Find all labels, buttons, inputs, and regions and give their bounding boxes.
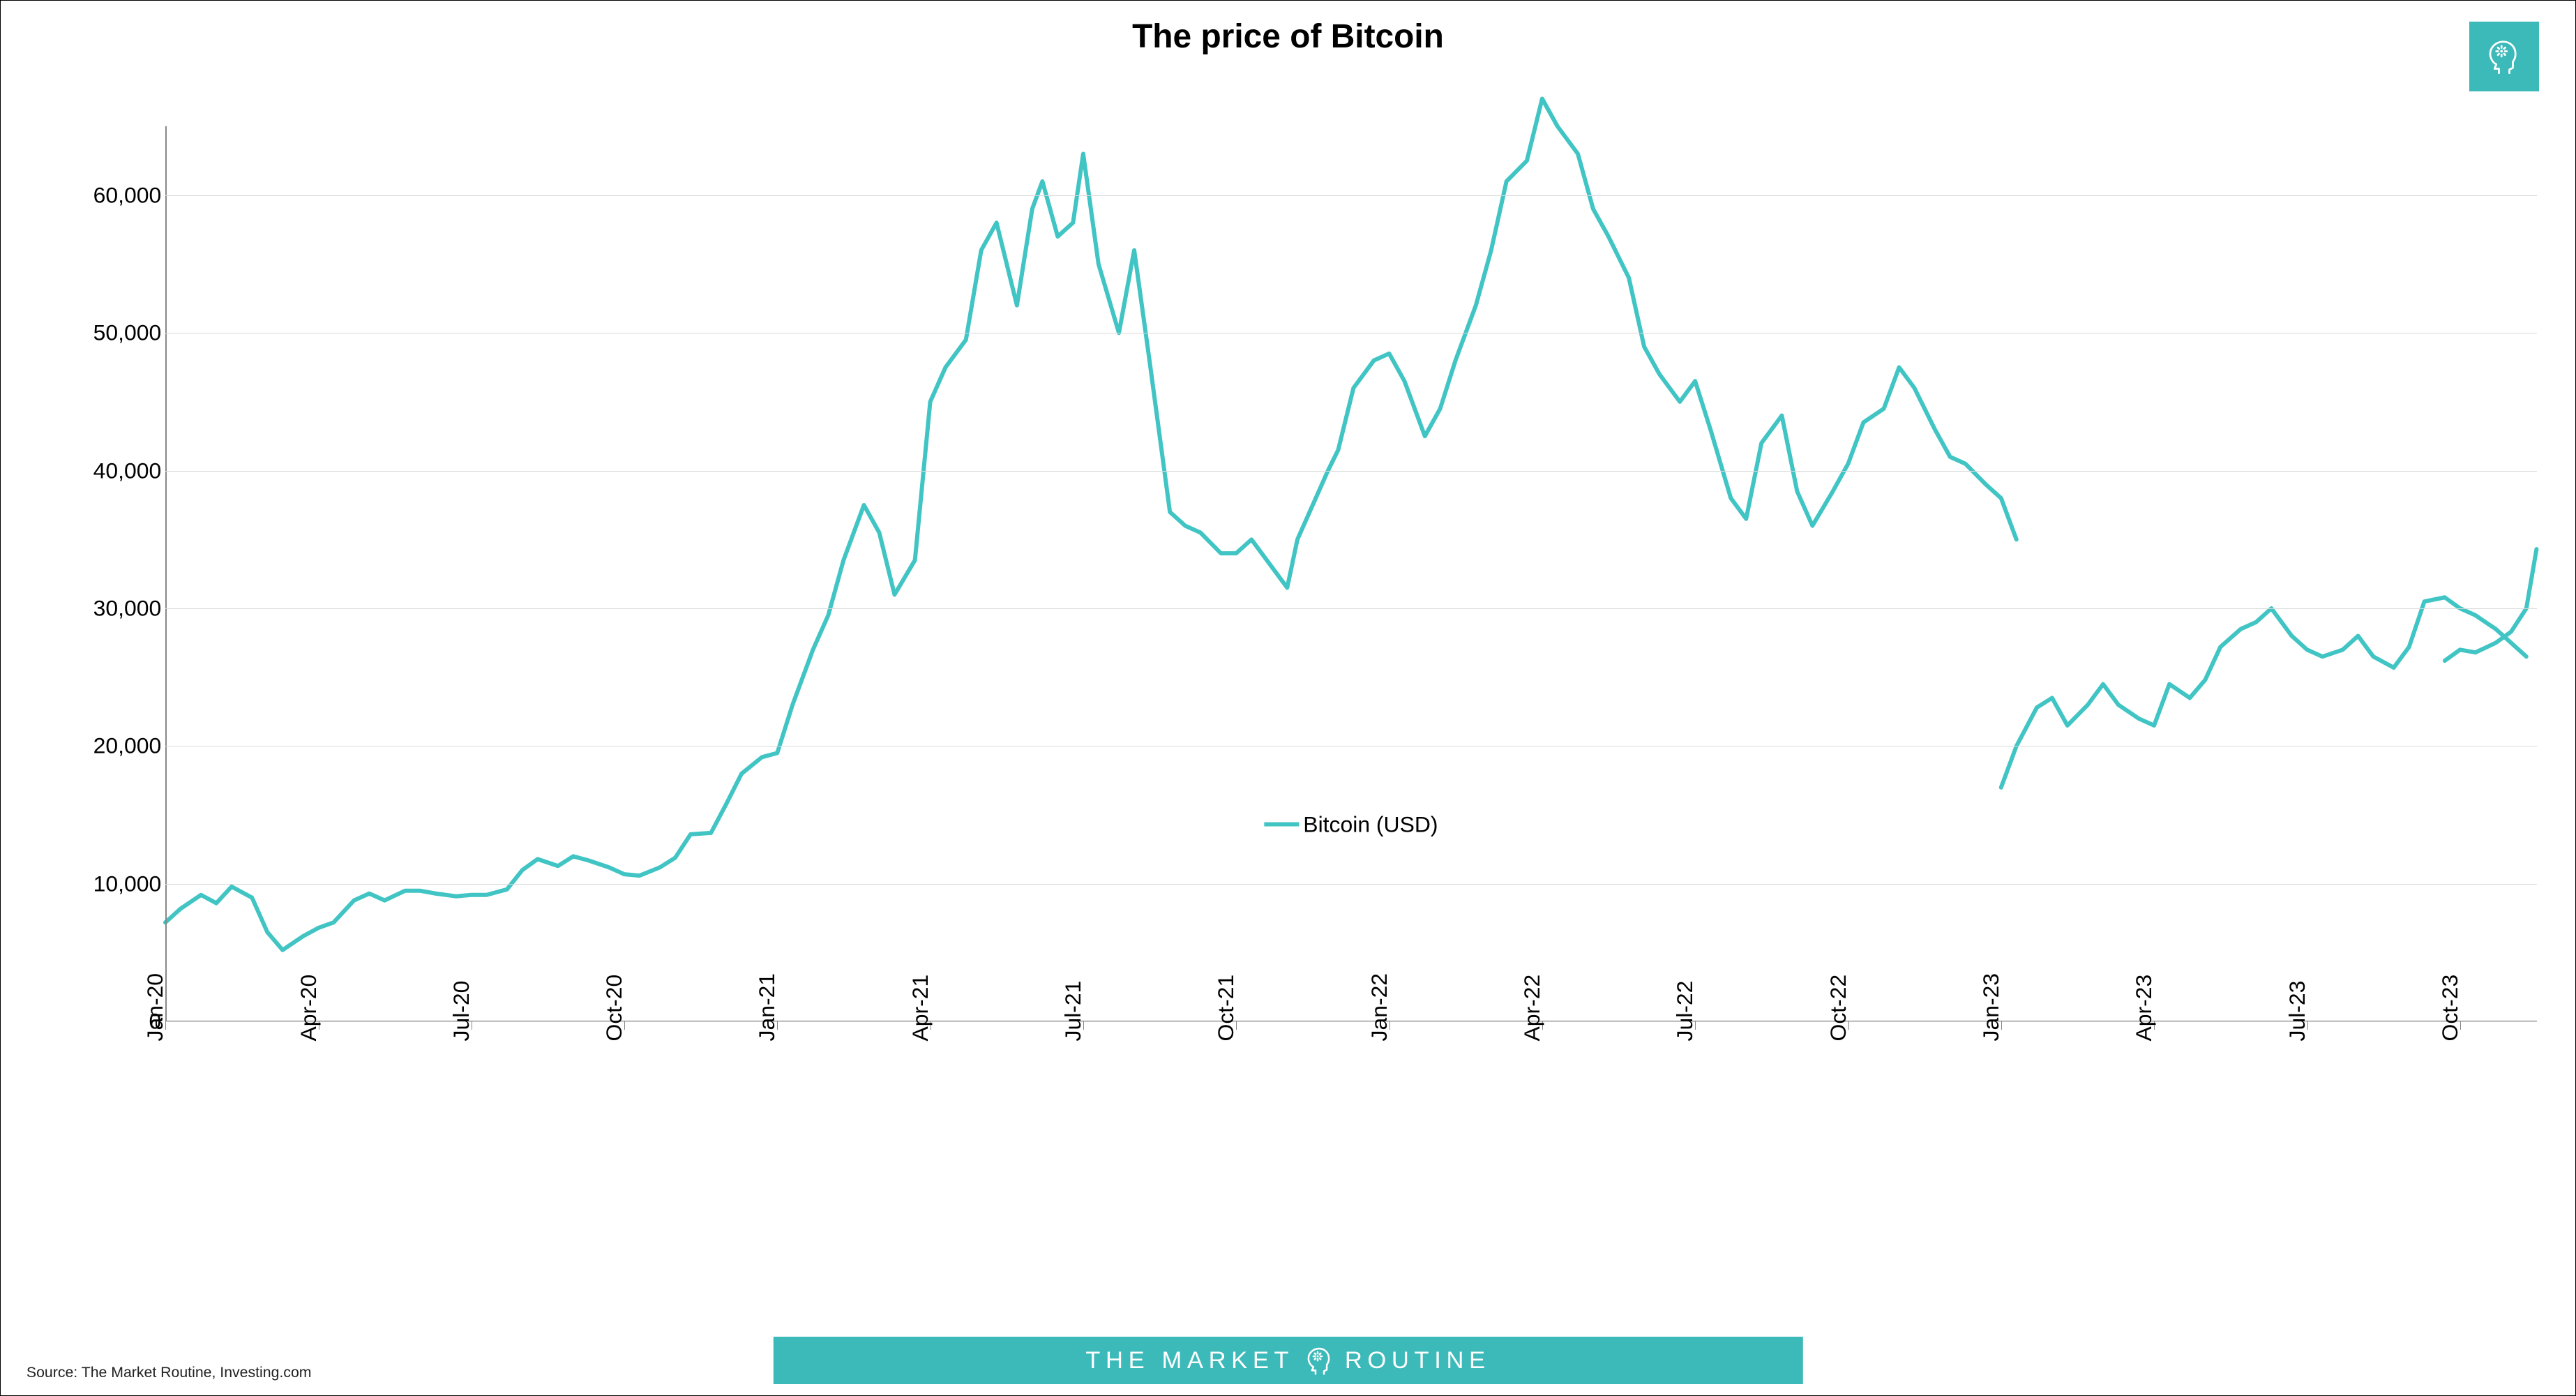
y-tick-label: 30,000 — [93, 595, 166, 621]
plot-area: Bitcoin (USD) 010,00020,00030,00040,0005… — [165, 126, 2536, 1021]
x-tick-label: Jul-23 — [2284, 981, 2310, 1042]
y-tick-label: 20,000 — [93, 733, 166, 759]
brain-head-icon — [1302, 1344, 1336, 1377]
x-tick-label: Oct-20 — [601, 975, 627, 1042]
price-line — [165, 98, 2017, 950]
legend: Bitcoin (USD) — [1264, 811, 1438, 837]
x-tick-label: Apr-21 — [907, 975, 933, 1042]
y-tick-label: 50,000 — [93, 320, 166, 346]
line-chart-svg — [165, 126, 2536, 1021]
chart-title: The price of Bitcoin — [1, 17, 2575, 56]
y-tick-label: 40,000 — [93, 458, 166, 483]
x-tick-label: Oct-21 — [1214, 975, 1240, 1042]
x-tick-label: Jan-20 — [142, 973, 168, 1042]
x-tick-label: Apr-23 — [2131, 975, 2157, 1042]
left-axis-line — [165, 126, 167, 1021]
x-tick-label: Oct-23 — [2437, 975, 2463, 1042]
x-tick-label: Jan-21 — [755, 973, 781, 1042]
x-tick-label: Apr-22 — [1519, 975, 1545, 1042]
y-gridline — [165, 471, 2536, 472]
legend-swatch — [1264, 823, 1299, 827]
footer-banner: THE MARKET ROUTINE — [773, 1337, 1802, 1384]
y-gridline — [165, 1021, 2536, 1022]
y-tick-label: 60,000 — [93, 182, 166, 208]
x-tick-label: Oct-22 — [1825, 975, 1851, 1042]
brain-head-icon — [2483, 36, 2525, 77]
x-tick-label: Jul-20 — [449, 981, 474, 1042]
footer-text-right: ROUTINE — [1345, 1347, 1491, 1374]
y-gridline — [165, 608, 2536, 609]
x-tick-label: Apr-20 — [296, 975, 322, 1042]
x-tick-label: Jul-21 — [1060, 981, 1086, 1042]
chart-container: The price of Bitcoin Bitcoin (USD) 010,0… — [0, 0, 2576, 1396]
brand-badge — [2469, 22, 2539, 91]
y-gridline — [165, 884, 2536, 885]
legend-label: Bitcoin (USD) — [1303, 811, 1438, 837]
y-gridline — [165, 195, 2536, 196]
source-text: Source: The Market Routine, Investing.co… — [27, 1364, 312, 1381]
x-tick-label: Jan-23 — [1978, 973, 2004, 1042]
x-tick-label: Jul-22 — [1673, 981, 1698, 1042]
price-line — [2001, 597, 2526, 787]
footer-text-left: THE MARKET — [1085, 1347, 1294, 1374]
y-tick-label: 10,000 — [93, 871, 166, 896]
x-tick-label: Jan-22 — [1366, 973, 1392, 1042]
